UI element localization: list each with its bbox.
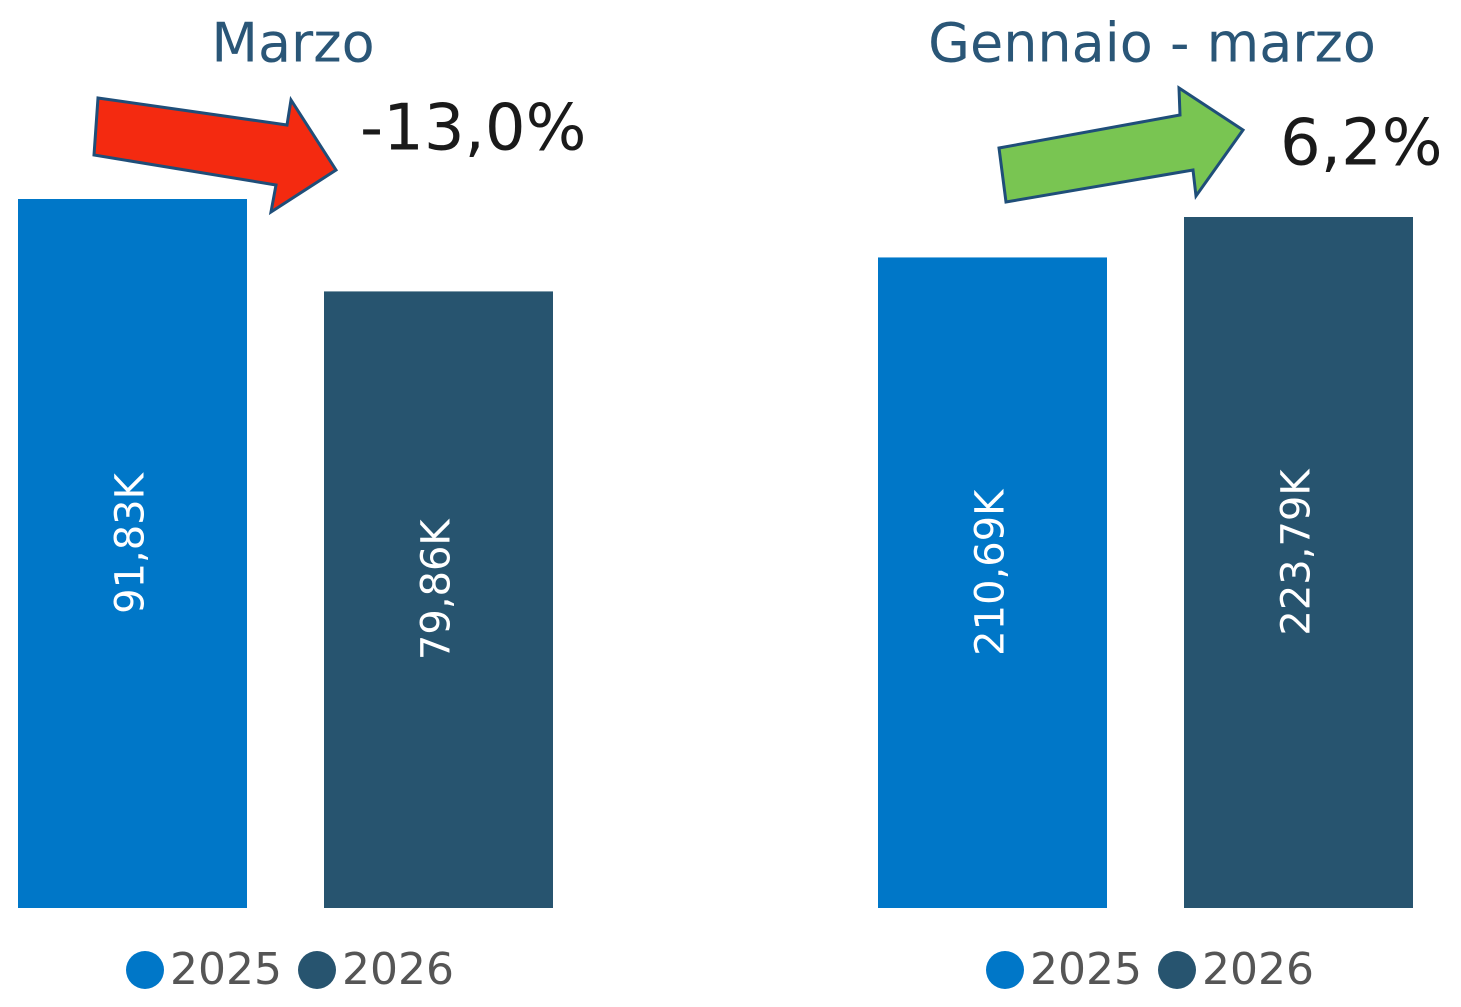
- bar: [878, 257, 1107, 908]
- bar: [18, 199, 247, 908]
- change-annotation: -13,0%: [360, 92, 586, 166]
- legend-label: 2026: [342, 944, 454, 995]
- up-arrow: [997, 85, 1246, 204]
- legend-label: 2025: [170, 944, 282, 995]
- chart-title: Marzo: [211, 12, 374, 75]
- bar: [1184, 217, 1413, 908]
- down-arrow: [92, 95, 339, 216]
- chart-title: Gennaio - marzo: [928, 12, 1376, 75]
- legend-label: 2025: [1030, 944, 1142, 995]
- legend-swatch: [1158, 951, 1196, 989]
- value-label: 79,86K: [414, 518, 460, 661]
- legend-label: 2026: [1202, 944, 1314, 995]
- value-label: 223,79K: [1274, 468, 1320, 636]
- legend-swatch: [126, 951, 164, 989]
- change-annotation: 6,2%: [1280, 107, 1443, 181]
- bar: [324, 291, 553, 908]
- legend-swatch: [298, 951, 336, 989]
- value-label: 91,83K: [108, 471, 154, 614]
- value-label: 210,69K: [968, 488, 1014, 656]
- legend-swatch: [986, 951, 1024, 989]
